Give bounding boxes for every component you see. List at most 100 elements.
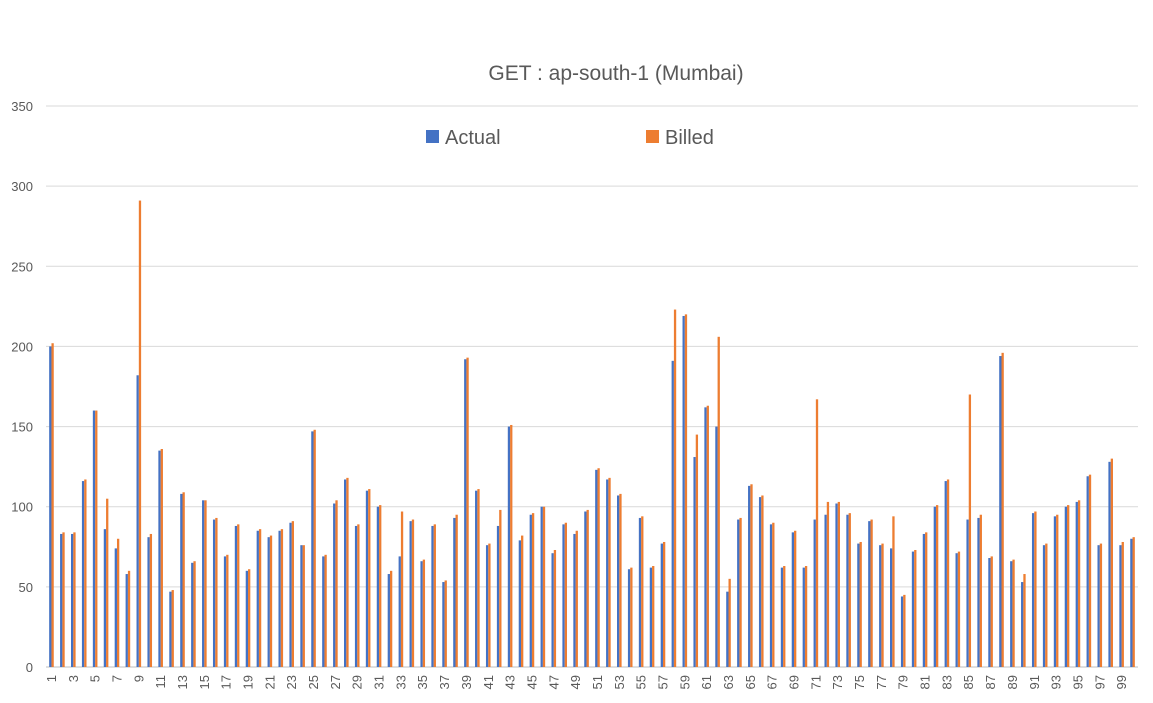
- bar-actual-62: [715, 426, 718, 667]
- x-tick-label: 71: [808, 675, 823, 689]
- bar-actual-97: [1097, 545, 1100, 667]
- x-tick-label: 1: [44, 675, 59, 682]
- bar-actual-64: [737, 519, 740, 667]
- bar-actual-20: [256, 530, 259, 667]
- x-tick-label: 87: [983, 675, 998, 689]
- bar-billed-100: [1132, 537, 1135, 667]
- bar-billed-23: [291, 521, 294, 667]
- bar-billed-98: [1110, 458, 1113, 667]
- bar-billed-39: [466, 357, 469, 667]
- x-tick-label: 19: [241, 675, 256, 689]
- bar-billed-1: [51, 343, 54, 667]
- bar-actual-12: [169, 591, 172, 667]
- bar-actual-38: [453, 517, 456, 667]
- x-tick-label: 27: [328, 675, 343, 689]
- bar-actual-54: [627, 569, 631, 667]
- bar-actual-15: [202, 500, 205, 667]
- x-tick-label: 3: [66, 675, 81, 682]
- bar-billed-59: [684, 314, 688, 667]
- bar-billed-95: [1077, 500, 1081, 667]
- bar-billed-83: [946, 479, 950, 667]
- bar-billed-62: [717, 336, 720, 667]
- bar-billed-86: [979, 514, 982, 667]
- bar-billed-15: [204, 500, 207, 667]
- bar-actual-59: [682, 315, 685, 667]
- bar-billed-46: [542, 506, 546, 667]
- x-tick-label: 39: [459, 675, 474, 689]
- bar-actual-65: [748, 485, 751, 667]
- bar-actual-47: [551, 553, 554, 667]
- bar-actual-86: [977, 517, 980, 667]
- bar-actual-40: [475, 490, 478, 667]
- x-tick-label: 83: [939, 675, 954, 689]
- bar-billed-47: [553, 549, 557, 667]
- bar-actual-77: [879, 545, 882, 667]
- bar-billed-72: [826, 501, 830, 667]
- bar-actual-42: [496, 525, 500, 667]
- bar-billed-19: [248, 569, 251, 667]
- bar-billed-20: [258, 529, 262, 667]
- legend: Actual Billed: [426, 127, 714, 149]
- bars: [49, 200, 1135, 667]
- x-tick-label: 7: [109, 675, 124, 682]
- bar-billed-51: [597, 468, 600, 667]
- bar-actual-11: [158, 450, 161, 667]
- bar-billed-56: [652, 566, 655, 667]
- bar-billed-70: [804, 566, 808, 667]
- bar-actual-24: [300, 545, 303, 667]
- bar-billed-12: [171, 590, 174, 667]
- bar-actual-49: [573, 533, 576, 667]
- x-tick-label: 51: [590, 675, 605, 689]
- bar-billed-35: [422, 559, 426, 667]
- bar-billed-22: [280, 529, 284, 667]
- x-tick-label: 33: [393, 675, 408, 689]
- bar-billed-53: [619, 493, 622, 667]
- bar-billed-37: [444, 580, 447, 667]
- bar-actual-25: [311, 431, 314, 667]
- bar-actual-48: [562, 524, 565, 667]
- bar-billed-43: [510, 424, 513, 667]
- legend-label-billed: Billed: [665, 127, 714, 149]
- bar-actual-90: [1021, 582, 1024, 667]
- bar-billed-28: [346, 477, 349, 667]
- bar-actual-46: [540, 506, 543, 667]
- y-tick-label: 0: [26, 660, 33, 675]
- bar-actual-23: [289, 522, 292, 667]
- bar-actual-81: [922, 533, 926, 667]
- bar-billed-93: [1056, 514, 1059, 667]
- bar-billed-38: [455, 514, 458, 667]
- bar-billed-91: [1034, 511, 1037, 667]
- x-tick-label: 11: [153, 675, 168, 689]
- bar-actual-94: [1064, 506, 1068, 667]
- bar-billed-58: [673, 309, 677, 667]
- bar-actual-56: [649, 567, 653, 667]
- x-tick-label: 13: [175, 675, 190, 689]
- bar-actual-72: [824, 514, 827, 667]
- bar-actual-87: [988, 558, 991, 667]
- bar-actual-37: [442, 582, 445, 667]
- bar-actual-8: [125, 574, 128, 667]
- bar-actual-39: [464, 359, 467, 667]
- bar-actual-71: [813, 519, 816, 667]
- bar-billed-24: [302, 545, 305, 667]
- bar-billed-16: [215, 517, 218, 667]
- bar-actual-91: [1031, 513, 1035, 667]
- x-tick-label: 93: [1049, 675, 1064, 689]
- x-tick-label: 29: [350, 675, 365, 689]
- bar-actual-79: [900, 596, 904, 667]
- bar-billed-96: [1088, 474, 1092, 667]
- bar-actual-63: [726, 591, 729, 667]
- bar-billed-82: [935, 505, 939, 667]
- x-tick-label: 55: [634, 675, 649, 689]
- x-tick-label: 75: [852, 675, 867, 689]
- x-tick-label: 69: [787, 675, 802, 689]
- bar-actual-84: [955, 553, 958, 667]
- bar-actual-58: [671, 360, 674, 667]
- bar-actual-16: [212, 519, 216, 667]
- bar-billed-85: [968, 394, 972, 667]
- y-tick-label: 100: [11, 500, 33, 515]
- x-tick-label: 65: [743, 675, 758, 689]
- bar-actual-6: [103, 529, 107, 667]
- bar-actual-33: [398, 556, 401, 667]
